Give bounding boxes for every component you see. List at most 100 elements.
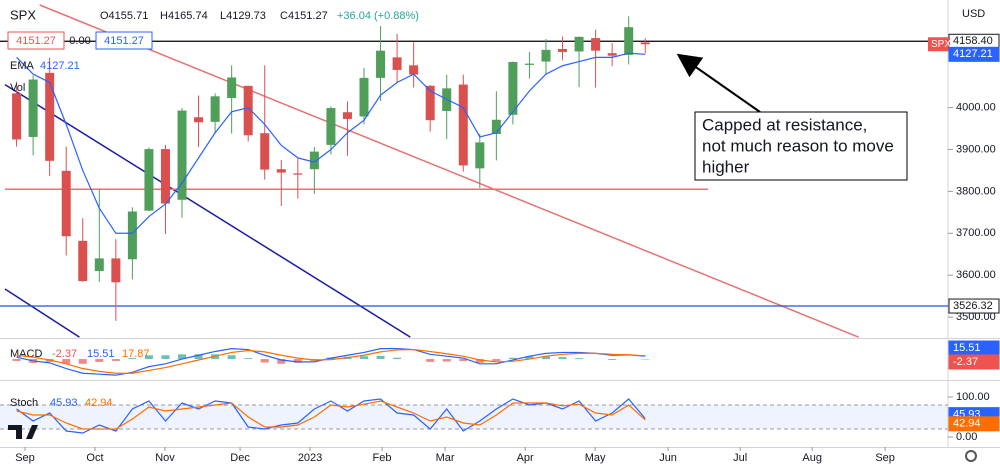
x-tick-label: Apr: [517, 452, 534, 464]
annotation-box: [694, 111, 908, 181]
macd-histogram-bar: [260, 359, 269, 363]
annotation-line: not much reason to move: [702, 136, 894, 155]
macd-histogram-bar: [227, 355, 236, 360]
macd-histogram-bar: [393, 357, 402, 360]
macd-histogram-bar: [128, 358, 137, 360]
hline-label: 4158.40: [953, 35, 993, 47]
symbol-tag-box: [928, 37, 950, 52]
macd-legend-value: -2.37: [52, 348, 77, 360]
x-tick-label: Feb: [373, 452, 392, 464]
bid: 4151.27: [16, 35, 56, 47]
macd-axis-label: -2.37: [953, 356, 978, 368]
macd-histogram-bar: [608, 359, 617, 360]
candle-body: [243, 85, 253, 136]
currency: USD: [962, 8, 985, 20]
macd-line: [16, 348, 646, 376]
macd-histogram-bar: [78, 359, 87, 364]
hline-label: 3526.32: [953, 300, 993, 312]
x-tick-label: Dec: [230, 452, 250, 464]
settings-icon[interactable]: [965, 450, 977, 462]
bid-box[interactable]: [7, 31, 65, 50]
x-tick-label: Sep: [15, 452, 35, 464]
candle-body: [558, 48, 568, 52]
ohlc-high: H4165.74: [160, 10, 208, 22]
macd-histogram-bar: [360, 356, 369, 360]
macd-histogram-bar: [541, 356, 550, 360]
symbol: SPX: [10, 7, 36, 22]
candle-body: [12, 93, 22, 140]
candle-body: [127, 211, 137, 260]
x-tick-label: Sep: [875, 452, 895, 464]
stoch-title: Stoch: [10, 397, 38, 409]
y-tick-label: 100.00: [956, 391, 990, 403]
macd-histogram-bar: [244, 358, 253, 360]
stoch-line: [16, 400, 646, 430]
x-tick-label: Aug: [802, 452, 822, 464]
y-tick-label: 3800.00: [956, 185, 996, 197]
macd-axis-label: 15.51: [953, 342, 981, 354]
ask: 4151.27: [104, 35, 144, 47]
ema-tag-box: [948, 46, 1000, 62]
macd-histogram-bar: [178, 354, 187, 360]
macd-histogram-bar: [194, 354, 203, 360]
annotation-line: higher: [702, 157, 750, 176]
candle-body: [293, 173, 303, 175]
macd-histogram-bar: [492, 359, 501, 361]
x-tick-label: Jun: [659, 452, 677, 464]
candle-body: [541, 49, 551, 62]
header: SPX O4155.71 H4165.74 L4129.73 C4151.27 …: [7, 7, 985, 94]
macd-histogram-bar: [111, 359, 120, 361]
trendline: [4, 288, 80, 338]
stoch-band: [0, 405, 948, 429]
trendline: [4, 83, 411, 338]
price-pane: [0, 4, 948, 338]
macd-histogram-bar: [95, 359, 104, 362]
tv-logo: [8, 425, 38, 439]
ohlc-change: +36.04 (+0.88%): [337, 10, 419, 22]
spread: 0.00: [69, 35, 90, 47]
ohlc-open: O4155.71: [100, 10, 148, 22]
macd-axis-label-box: [948, 354, 1000, 370]
candle-body: [591, 38, 601, 51]
candle-body: [342, 112, 352, 119]
candle-body: [210, 96, 220, 122]
candle-body: [276, 169, 286, 173]
x-tick-label: Oct: [86, 452, 103, 464]
candle-body: [326, 108, 336, 145]
x-tick-label: 2023: [298, 452, 322, 464]
candle-body: [28, 79, 38, 137]
ask-box[interactable]: [95, 31, 153, 50]
annotation-arrow: [676, 53, 761, 113]
candle-body: [574, 36, 584, 52]
candle-body: [425, 85, 435, 121]
candle-body: [640, 42, 650, 45]
candle-body: [508, 61, 518, 115]
candle-body: [359, 77, 369, 117]
y-tick-label: 0.00: [956, 431, 977, 443]
macd-histogram-bar: [525, 356, 534, 360]
ohlc-low: L4129.73: [220, 10, 266, 22]
candle-body: [94, 258, 104, 271]
x-tick-label: May: [585, 452, 606, 464]
vol-label: Vol: [10, 82, 25, 94]
macd-histogram-bar: [293, 359, 302, 363]
candle-body: [45, 72, 55, 161]
macd-histogram-bar: [161, 355, 170, 360]
symbol-tag: SPX: [931, 39, 951, 50]
stoch-axis-label-box: [948, 416, 1000, 432]
candle-body: [144, 149, 154, 211]
candle-body: [376, 50, 386, 78]
x-tick-label: Jul: [733, 452, 747, 464]
candle-body: [194, 117, 204, 123]
candle-body: [491, 119, 501, 135]
ema-line: [16, 52, 646, 234]
macd-line: [16, 348, 646, 374]
candle-body: [607, 53, 617, 56]
macd-histogram-bar: [12, 359, 21, 361]
candle-body: [309, 151, 319, 170]
candle-body: [409, 65, 419, 75]
candle-body: [392, 57, 402, 70]
trendline: [39, 4, 859, 338]
y-tick-label: 3900.00: [956, 143, 996, 155]
